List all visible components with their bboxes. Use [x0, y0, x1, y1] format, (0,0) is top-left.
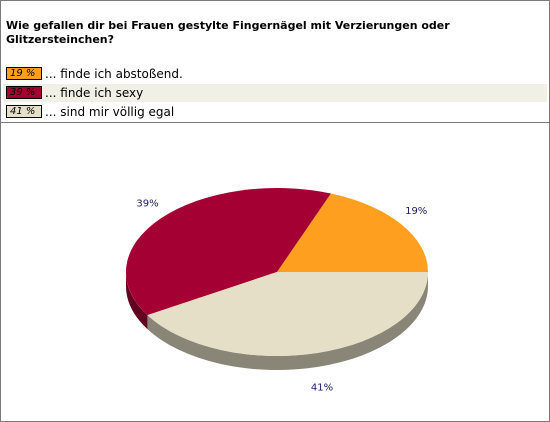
- legend-row-bg: [3, 103, 547, 121]
- legend-swatch: 19 %: [6, 67, 42, 80]
- legend-item: 41 % ... sind mir völlig egal: [3, 103, 549, 121]
- pie-slice: [147, 272, 428, 356]
- legend-swatch: 41 %: [6, 105, 42, 118]
- pie-data-label: 41%: [311, 382, 333, 393]
- legend-item: 39 % ... finde ich sexy: [3, 84, 549, 102]
- pie-data-label: 19%: [405, 206, 427, 217]
- legend-row-bg: [3, 84, 547, 102]
- pie-data-label: 39%: [136, 198, 158, 209]
- pie-chart: 19% 39% 41%: [126, 188, 429, 393]
- poll-question: Wie gefallen dir bei Frauen gestylte Fin…: [6, 19, 450, 46]
- pie-slice-side: [147, 272, 428, 370]
- pie-slice: [277, 193, 429, 272]
- legend-label: ... sind mir völlig egal: [45, 105, 175, 119]
- legend-item: 19 % ... finde ich abstoßend.: [3, 65, 549, 83]
- legend-label: ... finde ich sexy: [45, 86, 144, 100]
- pie-slice: [126, 188, 331, 316]
- legend-label: ... finde ich abstoßend.: [45, 67, 183, 81]
- legend-row-bg: [3, 65, 547, 83]
- divider: [1, 122, 549, 123]
- legend-swatch: 39 %: [6, 86, 42, 99]
- pie-slice-side: [126, 272, 148, 330]
